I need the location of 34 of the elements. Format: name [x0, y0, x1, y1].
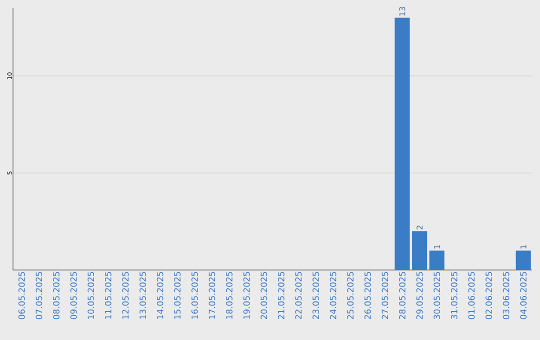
x-tick-label: 25.05.2025 — [347, 272, 354, 320]
x-tick-label: 27.05.2025 — [382, 272, 388, 320]
x-tick-label: 01.06.2025 — [468, 272, 475, 320]
bar — [412, 231, 428, 270]
x-tick-label: 14.05.2025 — [156, 272, 164, 319]
x-tick-label: 23.05.2025 — [312, 272, 319, 320]
x-tick-label: 08.05.2025 — [53, 272, 60, 320]
x-tick-label: 17.05.2025 — [208, 272, 216, 319]
x-tick-label: 31.05.2025 — [450, 272, 458, 320]
x-tick-label: 22.05.2025 — [295, 272, 302, 320]
bar — [429, 250, 444, 270]
bar — [516, 250, 531, 270]
x-tick-label: 11.05.2025 — [104, 272, 112, 319]
x-tick-label: 09.05.2025 — [70, 272, 77, 320]
x-tick-label: 21.05.2025 — [278, 272, 284, 320]
x-tick-label: 29.05.2025 — [416, 272, 423, 320]
x-tick-label: 30.05.2025 — [434, 272, 440, 320]
x-tick-label: 02.06.2025 — [486, 272, 492, 320]
x-tick-label: 13.05.2025 — [140, 272, 146, 319]
x-tick-label: 18.05.2025 — [226, 272, 232, 319]
x-tick-label: 20.05.2025 — [260, 272, 268, 320]
x-tick-label: 07.05.2025 — [36, 272, 42, 320]
bar — [394, 18, 410, 270]
x-tick-label: 28.05.2025 — [399, 272, 406, 320]
x-tick-label: 16.05.2025 — [191, 272, 198, 319]
x-tick-label: 24.05.2025 — [330, 272, 336, 320]
x-tick-label: 15.05.2025 — [174, 272, 181, 319]
x-tick-label: 26.05.2025 — [364, 272, 371, 320]
x-tick-label: 03.06.2025 — [502, 272, 510, 320]
x-tick-label: 19.05.2025 — [243, 272, 250, 319]
x-tick-label: 10.05.2025 — [88, 272, 94, 319]
x-tick-label: 12.05.2025 — [122, 272, 129, 319]
x-tick-label: 04.06.2025 — [520, 272, 527, 320]
x-tick-label: 06.05.2025 — [18, 272, 25, 320]
